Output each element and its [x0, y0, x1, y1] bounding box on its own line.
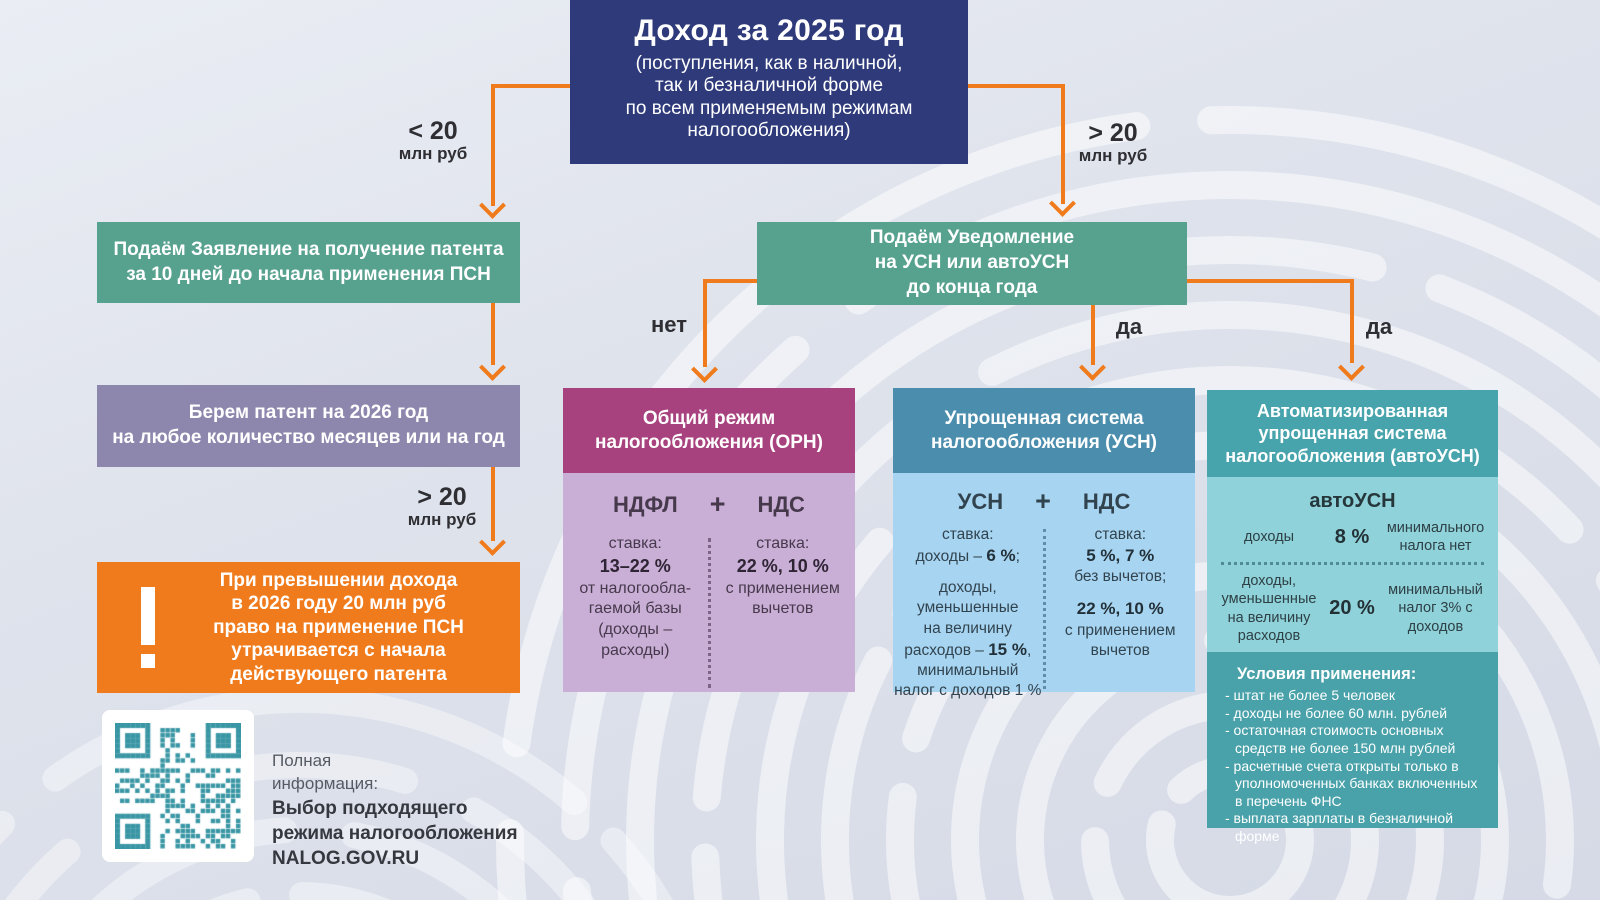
usn-label: УСН: [957, 488, 1004, 514]
connector-line: [1091, 281, 1095, 365]
orn-tax-row: НДФЛ + НДС: [563, 489, 855, 520]
ausn-card-body: автоУСН доходы 8 % минимального налога н…: [1207, 477, 1498, 652]
qr-panel: [102, 710, 254, 862]
usn-card-header: Упрощенная система налогообложения (УСН): [893, 388, 1195, 473]
ausn-row-income: доходы 8 % минимального налога нет: [1243, 520, 1485, 555]
plus-sign: +: [709, 489, 726, 519]
dotted-divider: [1042, 529, 1046, 689]
usn-nds-details: ставка: 5 %, 7 % без вычетов; 22 %, 10 % с п…: [1064, 526, 1176, 659]
connector-line: [491, 467, 495, 541]
take-patent-box: Берем патент на 2026 год на любое количес…: [97, 385, 520, 467]
orn-ndfl-details: ставка: 13–22 % от налогообла-гаемой базы(…: [579, 535, 692, 659]
psn-warning-box: При превышении дохода в 2026 году 20 млн …: [97, 562, 520, 693]
connector-line: [491, 84, 495, 206]
qr-code: [115, 723, 241, 849]
income-2025-title-box: Доход за 2025 год (поступления, как в на…: [570, 0, 968, 164]
conditions-title: Условия применения:: [1237, 665, 1417, 683]
ausn-conditions-box: Условия применения: - штат не более 5 че…: [1207, 652, 1498, 844]
dotted-divider: [707, 538, 711, 688]
footer-text: Полная информация: Выбор подходящего режим…: [272, 750, 518, 871]
label-less-20-mln: < 20 млн руб: [398, 117, 468, 164]
label-yes-ausn: да: [1365, 314, 1393, 339]
page-subtitle: (поступления, как в наличной, так и безна…: [625, 53, 913, 142]
label-yes-usn: да: [1115, 314, 1143, 339]
conditions-list: - штат не более 5 человек - доходы не бол…: [1225, 687, 1478, 844]
dotted-divider: [1221, 562, 1484, 566]
label-more-20-mln-left: > 20 млн руб: [407, 483, 477, 530]
label-more-20-mln-top: > 20 млн руб: [1078, 119, 1148, 166]
ausn-row-income-minus-expenses: доходы, уменьшенные на величину расходов…: [1221, 573, 1483, 644]
label-no: нет: [650, 312, 687, 337]
footer-info: Полная информация:: [272, 751, 379, 793]
orn-card-header: Общий режим налогообложения (ОРН): [563, 388, 855, 473]
exclamation-icon: [141, 587, 155, 668]
usn-tax-row: УСН + НДС: [893, 486, 1195, 517]
usn-notification-box: Подаём Уведомление на УСН или автоУСН до к…: [757, 222, 1187, 305]
plus-sign: +: [1035, 486, 1051, 516]
ausn-subtitle: автоУСН: [1309, 490, 1396, 512]
orn-card-body: НДФЛ + НДС ставка: 13–22 % от налогообла-г…: [563, 473, 855, 692]
ausn-card-header: Автоматизированная упрощенная система нало…: [1207, 390, 1498, 477]
nds-label: НДС: [1082, 488, 1131, 514]
connector-line: [703, 279, 707, 367]
footer-link-text: Выбор подходящего режима налогообложения N…: [272, 797, 518, 870]
connector-line: [1061, 84, 1065, 204]
nds-label: НДС: [757, 491, 805, 517]
usn-card-body: УСН + НДС ставка: доходы – 6 %; доходы, уме…: [893, 473, 1195, 699]
ndfl-label: НДФЛ: [613, 491, 678, 517]
connector-line: [1161, 279, 1354, 283]
connector-line: [705, 279, 777, 283]
orn-nds-details: ставка: 22 %, 10 % с применением вычетов: [725, 535, 840, 618]
connector-line: [1350, 279, 1354, 363]
usn-rates-details: ставка: доходы – 6 %; доходы, уменьшенные на…: [894, 526, 1042, 699]
connector-line: [491, 303, 495, 365]
connector-line: [957, 84, 1063, 88]
page-title: Доход за 2025 год: [634, 14, 904, 47]
warning-text: При превышении дохода в 2026 году 20 млн …: [213, 569, 464, 685]
connector-line: [493, 84, 585, 88]
patent-application-box: Подаём Заявление на получение патента за …: [97, 222, 520, 303]
